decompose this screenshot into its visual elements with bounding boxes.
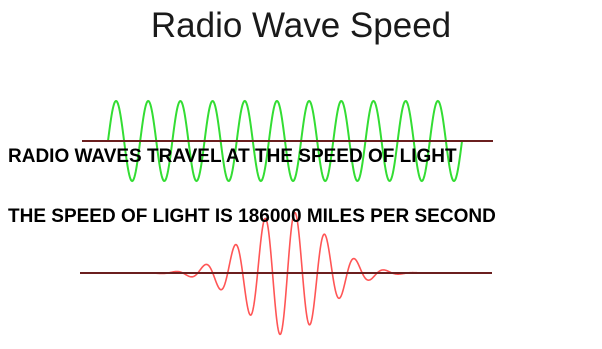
red-wave-packet-icon bbox=[80, 211, 492, 336]
green-sine-wave-icon bbox=[82, 99, 493, 183]
body-text-line-2: THE SPEED OF LIGHT IS 186000 MILES PER S… bbox=[8, 206, 496, 227]
slide-title: Radio Wave Speed bbox=[150, 6, 452, 45]
red-wave-path bbox=[137, 211, 423, 336]
body-text-line-1: RADIO WAVES TRAVEL AT THE SPEED OF LIGHT bbox=[8, 146, 457, 167]
